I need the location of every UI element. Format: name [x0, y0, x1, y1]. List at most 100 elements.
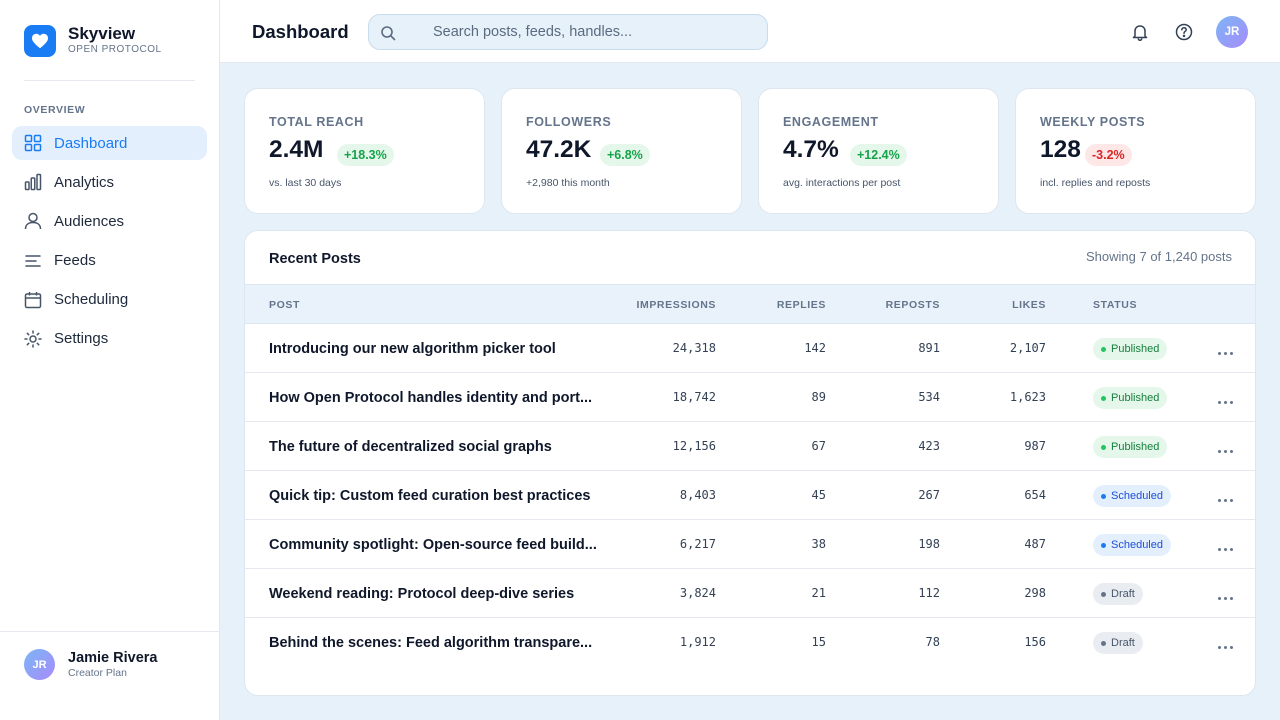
bar-chart-icon: [24, 173, 42, 191]
post-title[interactable]: Quick tip: Custom feed curation best pra…: [269, 488, 591, 504]
column-header-reposts[interactable]: REPOSTS: [885, 299, 940, 311]
status-label: Scheduled: [1111, 490, 1163, 502]
user-name: Jamie Rivera: [68, 650, 158, 666]
sidebar-item-label: Dashboard: [54, 134, 128, 152]
replies-value: 142: [804, 341, 826, 355]
stat-note: avg. interactions per post: [783, 177, 901, 189]
post-title[interactable]: The future of decentralized social graph…: [269, 439, 552, 455]
reposts-value: 198: [918, 537, 940, 551]
column-header-status[interactable]: STATUS: [1093, 299, 1138, 311]
sidebar-item-label: Scheduling: [54, 291, 129, 309]
column-header-replies[interactable]: REPLIES: [776, 299, 826, 311]
sidebar-item-feeds[interactable]: Feeds: [12, 244, 207, 278]
reposts-value: 78: [925, 635, 940, 649]
search-icon: [380, 25, 396, 46]
status-dot: [1101, 395, 1106, 401]
search-input[interactable]: [433, 15, 753, 49]
more-options-icon[interactable]: [1215, 437, 1235, 457]
sidebar-item-settings[interactable]: Settings: [12, 322, 207, 356]
more-options-icon[interactable]: [1215, 388, 1235, 408]
avatar[interactable]: JR: [1216, 16, 1248, 48]
likes-value: 2,107: [1009, 341, 1046, 355]
likes-value: 298: [1024, 586, 1046, 600]
sidebar-item-audiences[interactable]: Audiences: [12, 204, 207, 238]
sidebar-item-label: Feeds: [54, 252, 96, 270]
sidebar-item-label: Audiences: [54, 212, 125, 230]
impressions-value: 3,824: [679, 586, 716, 600]
table-row[interactable]: How Open Protocol handles identity and p…: [245, 373, 1255, 422]
status-label: Draft: [1111, 588, 1135, 600]
stat-value: 4.7%: [783, 136, 839, 163]
replies-value: 67: [811, 439, 826, 453]
post-title[interactable]: Behind the scenes: Feed algorithm transp…: [269, 635, 593, 651]
more-options-icon[interactable]: [1215, 339, 1235, 359]
likes-value: 487: [1024, 537, 1046, 551]
calendar-icon: [24, 291, 42, 309]
status-label: Published: [1111, 392, 1160, 404]
stat-card-followers: FOLLOWERS 47.2K +6.8% +2,980 this month: [501, 88, 742, 214]
likes-value: 156: [1024, 635, 1046, 649]
column-header-post[interactable]: POST: [269, 299, 300, 311]
sidebar-item-analytics[interactable]: Analytics: [12, 165, 207, 199]
status-badge: Published: [1093, 387, 1168, 409]
status-badge: Scheduled: [1093, 534, 1171, 556]
post-title[interactable]: How Open Protocol handles identity and p…: [269, 390, 593, 406]
column-header-impressions[interactable]: IMPRESSIONS: [636, 299, 716, 311]
stat-note: +2,980 this month: [526, 177, 610, 189]
page-title: Dashboard: [252, 21, 349, 42]
sidebar-item-label: Analytics: [54, 173, 115, 191]
status-dot: [1101, 591, 1106, 597]
bell-icon[interactable]: [1129, 21, 1151, 43]
status-badge: Draft: [1093, 632, 1143, 654]
status-badge: Draft: [1093, 583, 1143, 605]
replies-value: 45: [811, 488, 826, 502]
stat-delta-badge: +6.8%: [600, 144, 650, 166]
gear-icon: [24, 330, 42, 348]
table-row[interactable]: Quick tip: Custom feed curation best pra…: [245, 471, 1255, 520]
column-header-likes[interactable]: LIKES: [1012, 299, 1046, 311]
more-options-icon[interactable]: [1215, 486, 1235, 506]
status-badge: Scheduled: [1093, 485, 1171, 507]
post-title[interactable]: Introducing our new algorithm picker too…: [269, 341, 556, 357]
table-header: POST IMPRESSIONS REPLIES REPOSTS LIKES S…: [245, 284, 1255, 324]
replies-value: 15: [811, 635, 826, 649]
reposts-value: 534: [918, 390, 940, 404]
table-row[interactable]: Behind the scenes: Feed algorithm transp…: [245, 618, 1255, 667]
more-options-icon[interactable]: [1215, 584, 1235, 604]
brand-subtitle: OPEN PROTOCOL: [68, 44, 162, 55]
replies-value: 21: [811, 586, 826, 600]
stat-value: 128: [1040, 136, 1081, 163]
sidebar-user[interactable]: JR Jamie Rivera Creator Plan: [0, 631, 219, 720]
likes-value: 1,623: [1009, 390, 1046, 404]
user-plan: Creator Plan: [68, 667, 127, 679]
sidebar-item-dashboard[interactable]: Dashboard: [12, 126, 207, 160]
status-badge: Published: [1093, 436, 1168, 458]
grid-icon: [24, 134, 42, 152]
sidebar-item-scheduling[interactable]: Scheduling: [12, 283, 207, 317]
table-row[interactable]: The future of decentralized social graph…: [245, 422, 1255, 471]
search-bar[interactable]: [368, 14, 768, 50]
more-options-icon[interactable]: [1215, 633, 1235, 653]
stat-delta-badge: +12.4%: [850, 144, 907, 166]
brand[interactable]: Skyview OPEN PROTOCOL: [24, 24, 162, 57]
post-title[interactable]: Community spotlight: Open-source feed bu…: [269, 537, 597, 553]
table-row[interactable]: Introducing our new algorithm picker too…: [245, 324, 1255, 373]
brand-name: Skyview: [68, 24, 136, 43]
nav-section-label: OVERVIEW: [24, 104, 86, 116]
status-dot: [1101, 346, 1106, 352]
reposts-value: 423: [918, 439, 940, 453]
impressions-value: 12,156: [672, 439, 716, 453]
status-label: Published: [1111, 343, 1160, 355]
stat-label: FOLLOWERS: [526, 115, 612, 129]
impressions-value: 24,318: [672, 341, 716, 355]
list-icon: [24, 252, 42, 270]
help-icon[interactable]: [1173, 21, 1195, 43]
post-title[interactable]: Weekend reading: Protocol deep-dive seri…: [269, 586, 575, 602]
avatar: JR: [24, 649, 55, 680]
table-count: Showing 7 of 1,240 posts: [1086, 249, 1232, 264]
status-badge: Published: [1093, 338, 1168, 360]
more-options-icon[interactable]: [1215, 535, 1235, 555]
heart-icon: [24, 24, 56, 57]
table-row[interactable]: Weekend reading: Protocol deep-dive seri…: [245, 569, 1255, 618]
table-row[interactable]: Community spotlight: Open-source feed bu…: [245, 520, 1255, 569]
